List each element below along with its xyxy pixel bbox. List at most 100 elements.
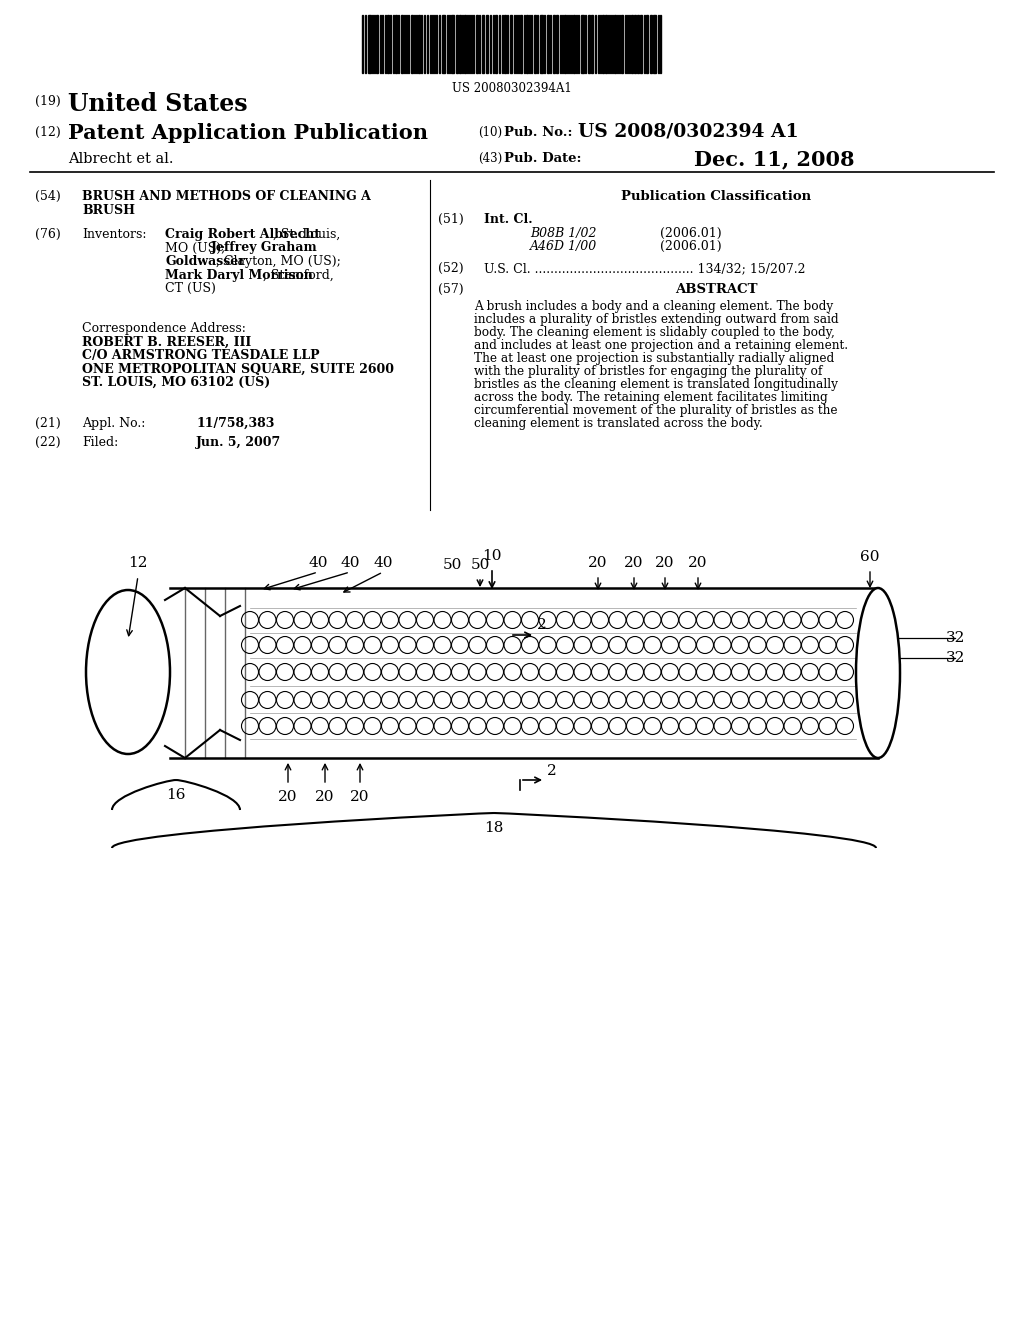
Text: 20: 20 [588, 556, 608, 570]
Bar [564, 15, 566, 73]
Bar [411, 15, 413, 73]
Text: BRUSH: BRUSH [82, 203, 135, 216]
Bar [540, 15, 543, 73]
Bar [456, 15, 458, 73]
Text: 32: 32 [945, 651, 965, 665]
Text: U.S. Cl. ......................................... 134/32; 15/207.2: U.S. Cl. ...............................… [484, 261, 806, 275]
Text: C/O ARMSTRONG TEASDALE LLP: C/O ARMSTRONG TEASDALE LLP [82, 348, 319, 362]
Bar [591, 15, 593, 73]
Text: 12: 12 [128, 556, 147, 570]
Text: 20: 20 [279, 789, 298, 804]
Bar [650, 15, 652, 73]
Text: (19): (19) [35, 95, 60, 108]
Text: includes a plurality of bristles extending outward from said: includes a plurality of bristles extendi… [474, 313, 839, 326]
Bar [459, 15, 461, 73]
Bar [631, 15, 633, 73]
Bar [368, 15, 371, 73]
Text: with the plurality of bristles for engaging the plurality of: with the plurality of bristles for engag… [474, 366, 822, 378]
Text: (57): (57) [438, 282, 464, 296]
Text: and includes at least one projection and a retaining element.: and includes at least one projection and… [474, 339, 848, 352]
Text: ROBERT B. REESER, III: ROBERT B. REESER, III [82, 335, 251, 348]
Bar [395, 15, 397, 73]
Text: 40: 40 [340, 556, 359, 570]
Text: (54): (54) [35, 190, 60, 203]
Text: (2006.01): (2006.01) [660, 240, 722, 253]
Bar [605, 15, 607, 73]
Text: MO (US);: MO (US); [165, 242, 229, 255]
Text: (51): (51) [438, 213, 464, 226]
Text: CT (US): CT (US) [165, 282, 216, 294]
Text: Pub. Date:: Pub. Date: [504, 152, 582, 165]
Text: cleaning element is translated across the body.: cleaning element is translated across th… [474, 417, 763, 430]
Ellipse shape [856, 587, 900, 758]
Text: Pub. No.:: Pub. No.: [504, 125, 572, 139]
Bar [637, 15, 639, 73]
Text: ONE METROPOLITAN SQUARE, SUITE 2600: ONE METROPOLITAN SQUARE, SUITE 2600 [82, 363, 394, 375]
Bar [602, 15, 604, 73]
Bar [547, 15, 549, 73]
Bar [504, 15, 506, 73]
Text: 2: 2 [547, 764, 557, 777]
Text: 16: 16 [166, 788, 185, 803]
Text: Appl. No.:: Appl. No.: [82, 417, 145, 430]
Bar [418, 15, 420, 73]
Text: 40: 40 [374, 556, 393, 570]
Text: 2: 2 [537, 618, 547, 632]
Bar [476, 15, 478, 73]
Bar [588, 15, 590, 73]
Bar [653, 15, 656, 73]
Text: The at least one projection is substantially radially aligned: The at least one projection is substanti… [474, 352, 835, 366]
Text: Patent Application Publication: Patent Application Publication [68, 123, 428, 143]
Text: A46D 1/00: A46D 1/00 [530, 240, 597, 253]
Text: 20: 20 [625, 556, 644, 570]
Text: body. The cleaning element is slidably coupled to the body,: body. The cleaning element is slidably c… [474, 326, 835, 339]
Text: (10): (10) [478, 125, 502, 139]
Text: B08B 1/02: B08B 1/02 [530, 227, 597, 239]
Text: 20: 20 [655, 556, 675, 570]
Text: across the body. The retaining element facilitates limiting: across the body. The retaining element f… [474, 391, 827, 404]
Text: ABSTRACT: ABSTRACT [675, 282, 758, 296]
Bar [170, 587, 878, 758]
Ellipse shape [86, 590, 170, 754]
Text: circumferential movement of the plurality of bristles as the: circumferential movement of the pluralit… [474, 404, 838, 417]
Text: Publication Classification: Publication Classification [621, 190, 811, 203]
Bar [451, 15, 454, 73]
Text: 50: 50 [442, 558, 462, 572]
Text: Correspondence Address:: Correspondence Address: [82, 322, 246, 335]
Text: 20: 20 [350, 789, 370, 804]
Bar [510, 15, 512, 73]
Text: Craig Robert Albrecht: Craig Robert Albrecht [165, 228, 321, 242]
Bar [573, 15, 575, 73]
Text: (2006.01): (2006.01) [660, 227, 722, 239]
Text: Filed:: Filed: [82, 436, 118, 449]
Bar [614, 15, 616, 73]
Bar [556, 15, 558, 73]
Text: (12): (12) [35, 125, 60, 139]
Text: Jun. 5, 2007: Jun. 5, 2007 [196, 436, 282, 449]
Text: 10: 10 [482, 549, 502, 564]
Text: Inventors:: Inventors: [82, 228, 146, 242]
Bar [376, 15, 378, 73]
Text: , Clayton, MO (US);: , Clayton, MO (US); [216, 255, 341, 268]
Text: 40: 40 [308, 556, 328, 570]
Text: US 2008/0302394 A1: US 2008/0302394 A1 [578, 123, 799, 141]
Text: ST. LOUIS, MO 63102 (US): ST. LOUIS, MO 63102 (US) [82, 376, 270, 389]
Bar [401, 15, 403, 73]
Bar [581, 15, 584, 73]
Bar [482, 15, 484, 73]
Text: (21): (21) [35, 417, 60, 430]
Bar [495, 15, 497, 73]
Text: (76): (76) [35, 228, 60, 242]
Text: 18: 18 [484, 821, 504, 836]
Text: Goldwasser: Goldwasser [165, 255, 245, 268]
Text: US 20080302394A1: US 20080302394A1 [453, 82, 571, 95]
Text: United States: United States [68, 92, 248, 116]
Bar [442, 15, 445, 73]
Text: 11/758,383: 11/758,383 [196, 417, 274, 430]
Bar [621, 15, 623, 73]
Text: (52): (52) [438, 261, 464, 275]
Text: , St. Louis,: , St. Louis, [273, 228, 340, 242]
Bar [486, 15, 488, 73]
Bar [634, 15, 636, 73]
Bar [534, 15, 536, 73]
